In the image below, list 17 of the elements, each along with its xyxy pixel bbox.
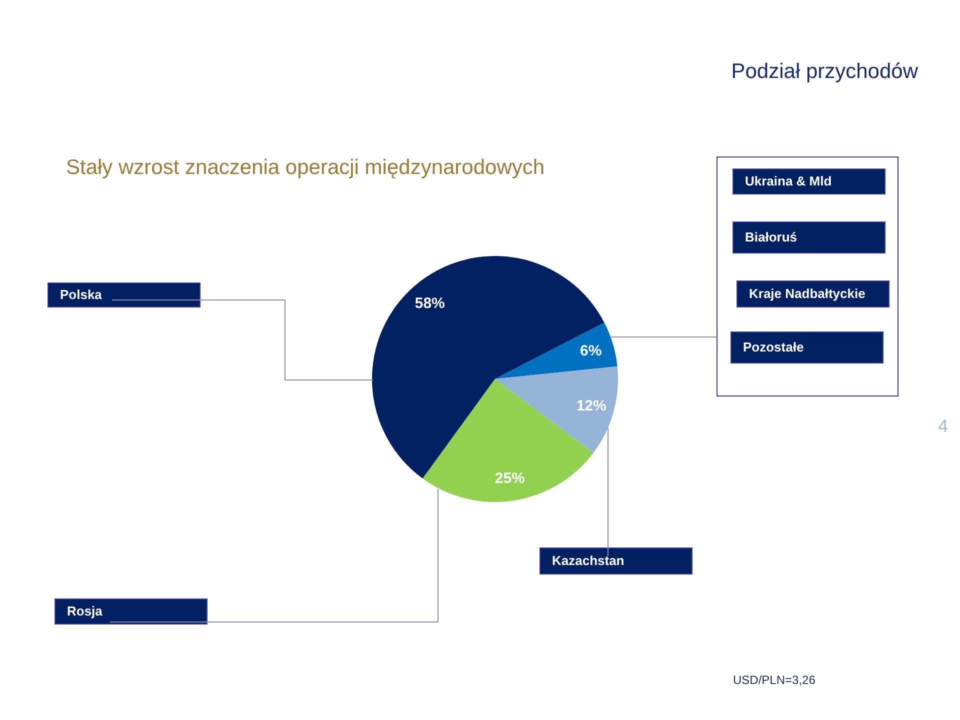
slice-label: Rosja	[67, 604, 104, 618]
pie-slice	[495, 366, 618, 453]
text: Białoruś	[745, 230, 798, 244]
text: Podział przychodów	[731, 60, 919, 83]
text: Ukraina & Mld	[745, 174, 832, 188]
text: Kraje Nadbałtyckie	[749, 286, 866, 301]
text: Pozostałe	[743, 340, 804, 354]
slice-label: Kazachstan	[552, 553, 624, 568]
text: 4	[938, 416, 948, 436]
data-label: 6%	[580, 342, 602, 360]
text: USD/PLN=3,26	[733, 673, 816, 687]
pie-slice	[495, 322, 618, 379]
data-label: 58%	[414, 295, 445, 312]
data-label: 25%	[494, 470, 525, 487]
slice-label: Polska	[60, 287, 103, 302]
data-label: 12%	[576, 398, 606, 415]
chart-subtitle: Stały wzrost znaczenia operacji międzynarodowych	[66, 156, 545, 179]
